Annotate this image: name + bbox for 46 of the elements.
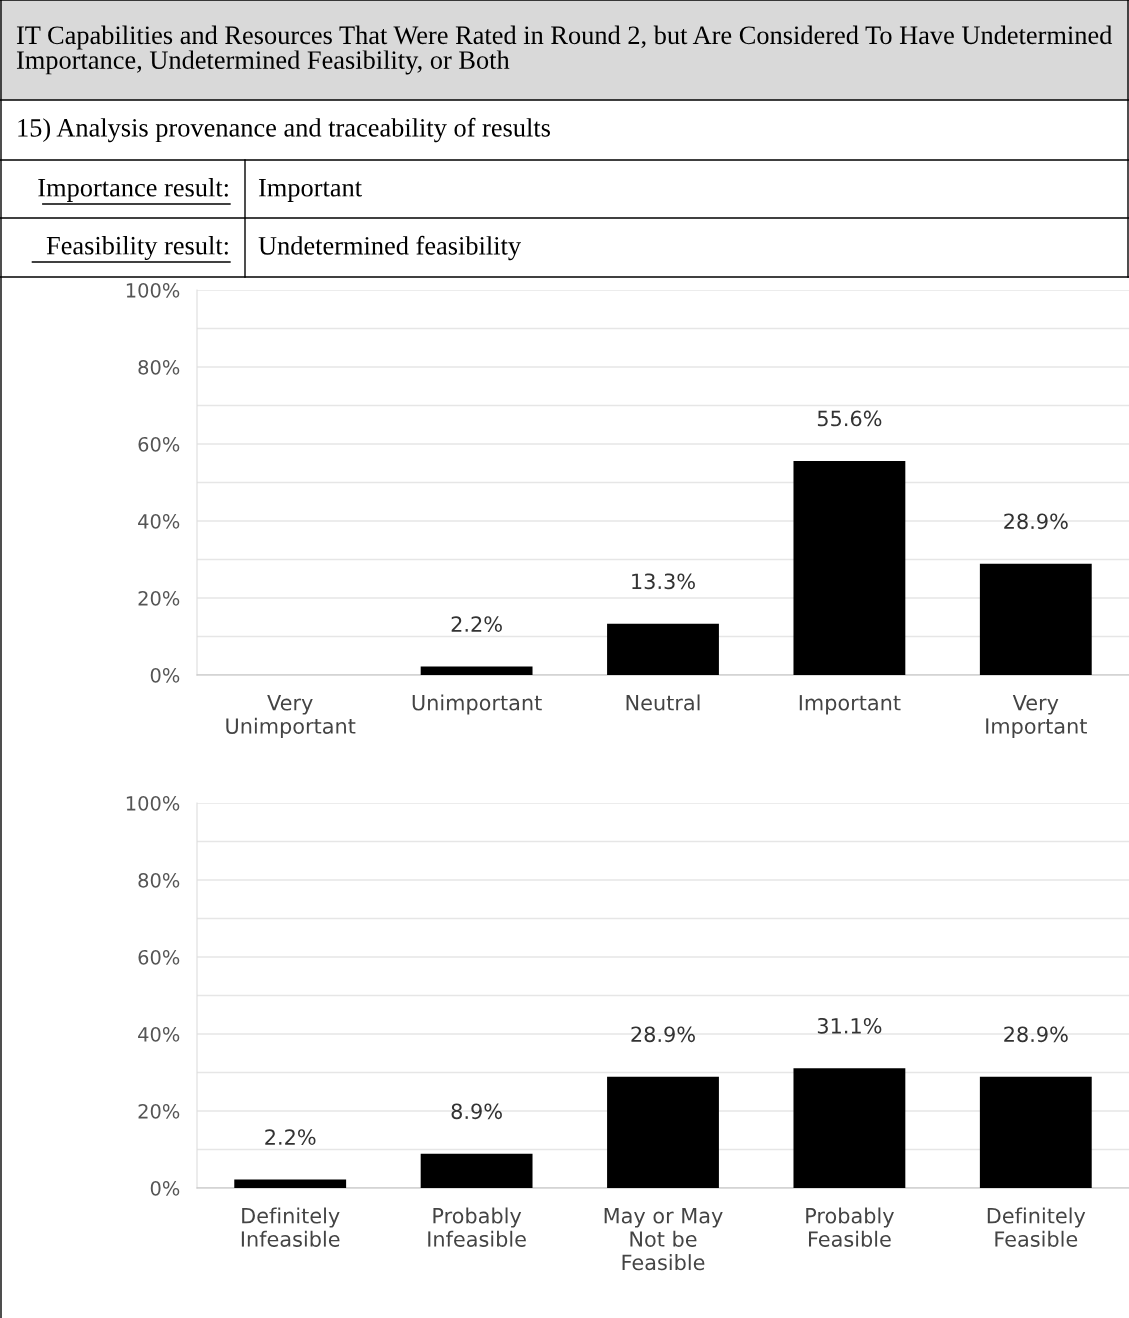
y-tick-label: 80%	[138, 872, 180, 888]
y-tick-label: 20%	[138, 590, 180, 606]
text: Undetermined feasibility	[258, 235, 521, 261]
bar	[793, 460, 906, 675]
text: Feasibility result:	[46, 236, 228, 260]
bar	[607, 1076, 719, 1188]
y-tick-label: 40%	[138, 513, 180, 529]
data-label: 28.9%	[1004, 1026, 1068, 1043]
x-tick-label: Probably Infeasible	[428, 1207, 526, 1247]
y-tick-label: 100%	[126, 282, 180, 298]
bar	[420, 1153, 533, 1188]
data-label: 31.1%	[817, 1017, 882, 1034]
x-tick-label: Neutral	[626, 694, 700, 711]
y-tick-label: 80%	[138, 359, 180, 375]
chart-subtitle: 15) Analysis provenance and traceability of results	[18, 117, 550, 143]
data-label: 8.9%	[451, 1103, 502, 1120]
x-tick-label: May or May Not be Feasible	[604, 1208, 723, 1271]
y-tick-label: 0%	[150, 667, 180, 683]
data-label: 2.2%	[265, 1129, 316, 1145]
x-tick-label: Definitely Infeasible	[241, 1207, 340, 1247]
data-label: 28.9%	[631, 1026, 695, 1043]
y-tick-label: 60%	[138, 949, 180, 965]
chart-title: IT Capabilities and Resources That Were Rated in Round 2, but Are Considered To Have Undetermined Importance, Undetermined Feasibility, or Both	[16, 25, 1113, 75]
bar	[979, 563, 1092, 675]
x-tick-label: Very Unimportant	[226, 695, 356, 738]
data-label: 13.3%	[632, 573, 695, 590]
x-tick-label: Definitely Feasible	[987, 1207, 1086, 1247]
x-tick-label: Very Important	[986, 695, 1087, 738]
bar	[607, 623, 719, 675]
data-label: 55.6%	[817, 410, 882, 427]
y-tick-label: 40%	[138, 1026, 180, 1042]
y-tick-label: 60%	[138, 436, 180, 452]
y-tick-label: 20%	[138, 1103, 180, 1119]
y-tick-label: 0%	[150, 1180, 180, 1196]
x-tick-label: Important	[799, 695, 901, 715]
data-label: 2.2%	[451, 616, 502, 632]
bar	[979, 1076, 1092, 1188]
x-tick-label: Unimportant	[412, 694, 542, 715]
text: Importance result:	[38, 178, 228, 202]
x-tick-label: Probably Feasible	[806, 1207, 894, 1247]
bar	[420, 666, 533, 675]
bar	[234, 1179, 347, 1188]
y-tick-label: 100%	[126, 795, 180, 811]
data-label: 28.9%	[1004, 513, 1068, 530]
bar	[793, 1068, 906, 1188]
text: Important	[258, 179, 362, 202]
